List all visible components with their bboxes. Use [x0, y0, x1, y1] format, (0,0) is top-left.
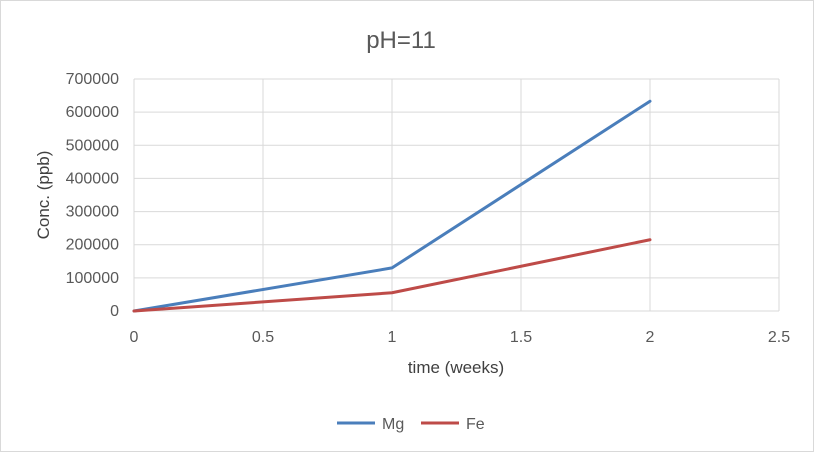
x-tick-label: 1.5	[510, 329, 532, 346]
y-tick-label: 200000	[66, 237, 119, 254]
legend-label-mg: Mg	[382, 416, 404, 433]
y-tick-label: 300000	[66, 204, 119, 221]
y-tick-label: 500000	[66, 137, 119, 154]
x-tick-labels: 0 0.5 1 1.5 2 2.5	[130, 329, 791, 346]
y-tick-label: 0	[110, 303, 119, 320]
x-tick-label: 0	[130, 329, 139, 346]
y-axis-label: Conc. (ppb)	[34, 151, 53, 240]
x-tick-label: 2.5	[768, 329, 790, 346]
x-tick-label: 0.5	[252, 329, 274, 346]
y-tick-label: 400000	[66, 170, 119, 187]
y-tick-labels: 0 100000 200000 300000 400000 500000 600000 700…	[66, 71, 119, 320]
x-axis-label: time (weeks)	[408, 358, 504, 377]
x-tick-label: 1	[388, 329, 397, 346]
y-tick-label: 700000	[66, 71, 119, 88]
legend: Mg Fe	[337, 416, 485, 433]
chart-title: pH=11	[366, 27, 436, 54]
y-tick-label: 100000	[66, 270, 119, 287]
series-lines	[132, 99, 652, 313]
series-line-fe	[132, 238, 652, 313]
x-tick-label: 2	[646, 329, 655, 346]
grid-lines	[133, 78, 780, 312]
y-tick-label: 600000	[66, 104, 119, 121]
series-line-mg	[132, 99, 652, 313]
legend-label-fe: Fe	[466, 416, 485, 433]
